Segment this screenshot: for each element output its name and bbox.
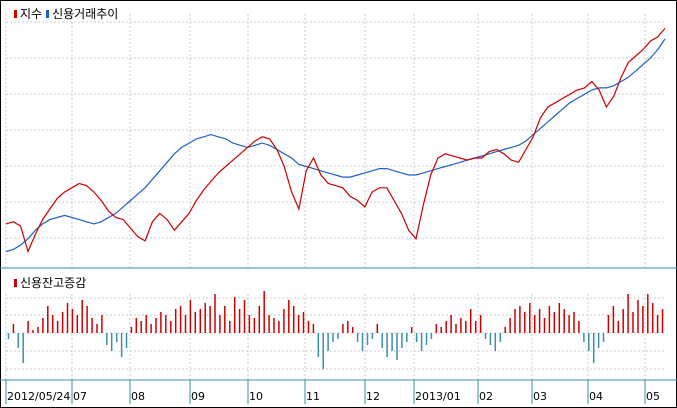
- x-tick-label: 05: [646, 390, 660, 403]
- legend-label-credit: 신용거래추이: [52, 7, 119, 21]
- legend-swatch-credit: [46, 9, 50, 18]
- x-tick-label: 10: [249, 390, 263, 403]
- x-tick-label: 07: [73, 390, 87, 403]
- legend-bottom: 신용잔고증감: [12, 274, 86, 291]
- series-line-credit: [5, 38, 666, 253]
- x-tick-label: 2013/01: [415, 390, 461, 403]
- x-tick-label: 04: [589, 390, 603, 403]
- legend-swatch-balance-change: [14, 278, 17, 287]
- series-line-index: [5, 28, 666, 254]
- legend-label-index: 지수: [20, 7, 43, 21]
- legend-swatch-index: [14, 9, 17, 18]
- x-tick-label: 2012/05/24: [7, 390, 70, 403]
- legend-top: 지수 신용거래추이: [12, 5, 118, 22]
- x-tick-label: 02: [479, 390, 493, 403]
- x-tick-label: 12: [366, 390, 380, 403]
- x-tick-label: 09: [191, 390, 205, 403]
- legend-label-balance-change: 신용잔고증감: [20, 276, 87, 290]
- x-tick-label: 11: [306, 390, 320, 403]
- x-tick-label: 08: [131, 390, 145, 403]
- x-tick-label: 03: [533, 390, 547, 403]
